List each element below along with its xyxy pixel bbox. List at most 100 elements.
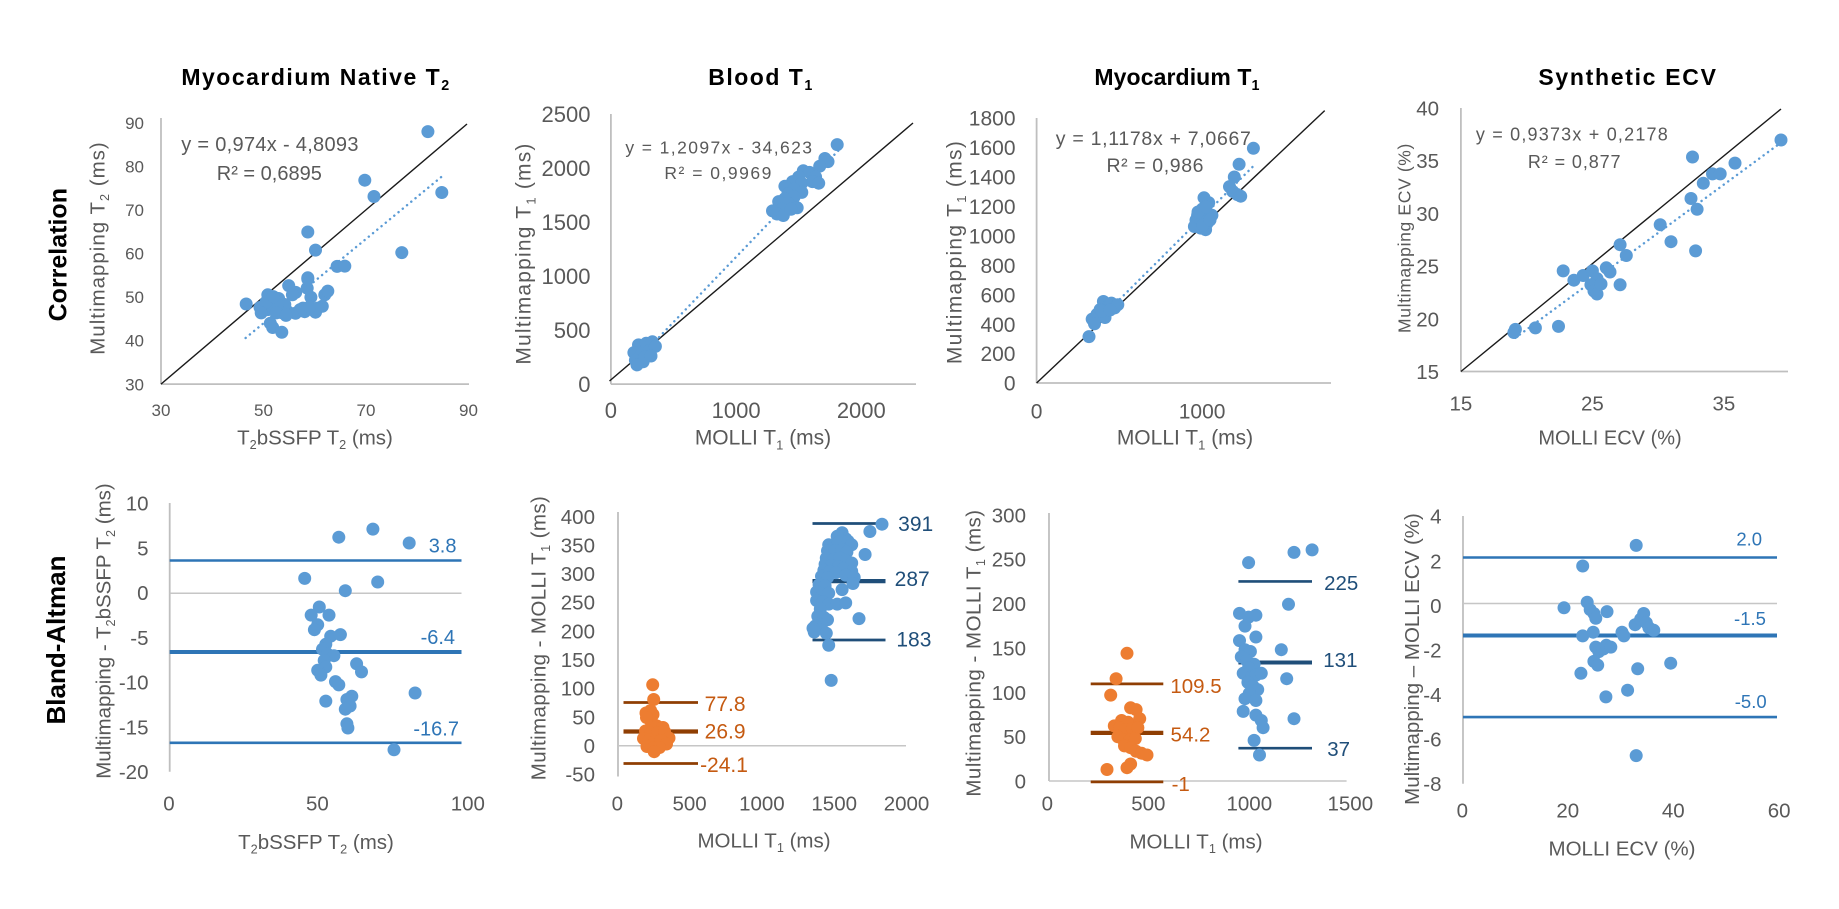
svg-text:0: 0 [1042,793,1053,816]
svg-text:-1.5: -1.5 [1734,608,1766,629]
svg-text:60: 60 [125,245,144,264]
svg-text:-10: -10 [119,672,149,695]
svg-text:500: 500 [1131,793,1165,816]
svg-text:5: 5 [137,537,148,560]
svg-text:77.8: 77.8 [705,693,746,716]
svg-text:-50: -50 [565,764,595,787]
svg-text:2500: 2500 [542,102,591,127]
svg-text:MOLLI ECV (%): MOLLI ECV (%) [1549,838,1696,861]
svg-text:400: 400 [561,506,595,529]
svg-text:MOLLI ECV (%): MOLLI ECV (%) [1538,427,1681,449]
svg-text:Blood T1​: Blood T1​ [708,64,814,94]
svg-text:Multimapping - MOLLI T1​ (ms): Multimapping - MOLLI T1​ (ms) [963,509,989,796]
svg-text:Multimapping T1​ (ms): Multimapping T1​ (ms) [513,142,539,364]
svg-text:Correlation: Correlation [45,188,73,321]
svg-text:-20: -20 [119,761,149,784]
svg-text:50: 50 [572,706,595,729]
svg-text:Multimapping - MOLLI T1​ (ms): Multimapping - MOLLI T1​ (ms) [528,496,554,780]
svg-text:40: 40 [1662,800,1685,823]
svg-text:1500: 1500 [811,793,857,816]
svg-text:0: 0 [1457,800,1468,823]
svg-text:T2​bSSFP T2​ (ms): T2​bSSFP T2​ (ms) [238,831,394,857]
svg-text:1400: 1400 [969,167,1016,190]
svg-text:MOLLI T1​ (ms): MOLLI T1​ (ms) [697,830,830,856]
svg-text:-4: -4 [1423,684,1441,707]
svg-text:300: 300 [561,563,595,586]
svg-text:Multimapping T2​ (ms): Multimapping T2​ (ms) [87,141,113,355]
svg-text:183: 183 [896,629,931,652]
svg-text:250: 250 [561,592,595,615]
svg-text:0: 0 [1015,771,1026,794]
svg-text:Multimapping ECV (%): Multimapping ECV (%) [1394,143,1414,333]
svg-text:250: 250 [992,549,1026,572]
svg-text:1000: 1000 [969,226,1016,249]
svg-text:100: 100 [561,678,595,701]
svg-text:150: 150 [992,637,1026,660]
svg-text:2000: 2000 [837,398,886,423]
svg-text:26.9: 26.9 [705,721,746,744]
svg-text:y = 0,974x - 4,8093: y = 0,974x - 4,8093 [181,134,359,156]
svg-text:391: 391 [898,513,933,536]
svg-text:Bland-Altman: Bland-Altman [41,556,71,725]
svg-text:20: 20 [1556,800,1579,823]
svg-text:Multimapping - T2​bSSFP T2​ (: Multimapping - T2​bSSFP T2​ (ms) [93,483,119,779]
svg-text:37: 37 [1327,738,1350,761]
svg-text:-6.4: -6.4 [421,627,455,649]
svg-text:R² = 0,877: R² = 0,877 [1528,152,1622,172]
svg-text:10: 10 [126,493,149,516]
svg-text:R² = 0,9969: R² = 0,9969 [664,163,772,183]
svg-text:40: 40 [1416,98,1439,121]
svg-text:200: 200 [561,620,595,643]
svg-text:1000: 1000 [739,793,785,816]
svg-text:109.5: 109.5 [1170,675,1221,698]
svg-text:70: 70 [357,401,376,420]
svg-text:0: 0 [612,793,623,816]
svg-text:-8: -8 [1423,773,1441,796]
svg-text:500: 500 [672,793,706,816]
svg-text:0: 0 [1004,373,1016,396]
svg-text:200: 200 [980,343,1015,366]
svg-text:1500: 1500 [542,210,591,235]
svg-text:600: 600 [980,284,1015,307]
svg-text:R² = 0,6895: R² = 0,6895 [217,163,322,185]
svg-text:1000: 1000 [1226,793,1272,816]
svg-text:-5.0: -5.0 [1735,691,1767,712]
svg-text:30: 30 [152,401,171,420]
svg-text:1800: 1800 [969,108,1016,131]
svg-text:400: 400 [980,314,1015,337]
svg-text:100: 100 [992,682,1026,705]
svg-text:Multimapping – MOLLI ECV (%): Multimapping – MOLLI ECV (%) [1401,513,1424,805]
svg-text:500: 500 [554,318,591,343]
svg-text:-16.7: -16.7 [413,718,459,740]
svg-text:Myocardium T1​: Myocardium T1​ [1094,64,1259,94]
svg-text:0: 0 [578,372,590,397]
svg-text:2000: 2000 [542,156,591,181]
svg-text:1500: 1500 [1327,793,1373,816]
svg-text:-6: -6 [1423,729,1441,752]
svg-text:90: 90 [459,401,478,420]
svg-text:1600: 1600 [969,137,1016,160]
svg-text:Multimapping T1​ (ms): Multimapping T1​ (ms) [944,140,970,364]
svg-text:54.2: 54.2 [1171,723,1211,746]
svg-text:1000: 1000 [712,398,761,423]
svg-text:2000: 2000 [884,793,930,816]
svg-text:-5: -5 [130,627,148,650]
svg-text:20: 20 [1416,308,1439,331]
svg-text:50: 50 [125,288,144,307]
svg-text:90: 90 [125,114,144,133]
svg-text:60: 60 [1768,800,1791,823]
svg-text:300: 300 [992,504,1026,527]
svg-text:y = 1,1178x + 7,0667: y = 1,1178x + 7,0667 [1056,128,1252,150]
svg-text:0: 0 [1031,401,1043,424]
svg-text:50: 50 [306,793,329,816]
svg-text:15: 15 [1449,393,1472,416]
svg-text:35: 35 [1712,393,1735,416]
svg-text:100: 100 [451,793,485,816]
svg-text:y = 1,2097x - 34,623: y = 1,2097x - 34,623 [625,138,813,158]
svg-text:3.8: 3.8 [429,536,457,558]
svg-text:200: 200 [992,593,1026,616]
svg-text:80: 80 [125,157,144,176]
svg-text:0: 0 [137,582,148,605]
svg-text:0: 0 [1430,595,1441,618]
svg-text:0: 0 [605,398,617,423]
